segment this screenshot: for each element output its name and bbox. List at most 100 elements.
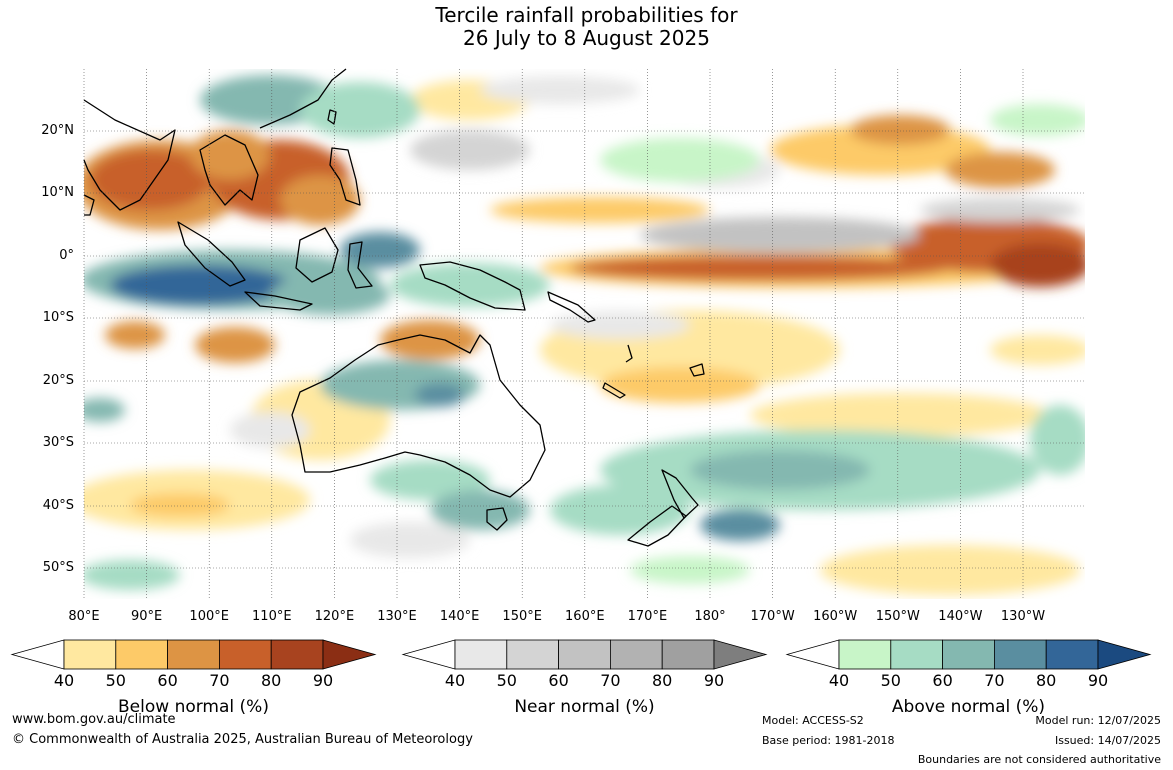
latitude-label: 10°S <box>42 310 74 325</box>
colorbar-tick-label: 90 <box>703 671 725 690</box>
colorbar-segment <box>454 639 508 670</box>
rainfall-probability-field <box>84 69 1085 599</box>
colorbar-high-cap <box>322 639 377 670</box>
sri-lanka-outline <box>83 194 95 216</box>
fiji-outline <box>689 363 705 377</box>
colorbar-low-cap <box>10 639 65 670</box>
vanuatu-outline <box>625 344 633 363</box>
colorbar-segment <box>270 639 324 670</box>
colorbar-tick-label: 40 <box>828 671 850 690</box>
base-period-text: Base period: 1981-2018 <box>762 734 895 747</box>
graticule <box>83 69 1085 599</box>
longitude-label: 140°E <box>439 609 480 624</box>
boundaries-note: Boundaries are not considered authoritat… <box>917 753 1161 766</box>
website-link[interactable]: www.bom.gov.au/climate <box>12 712 176 727</box>
colorbar-title: Near normal (%) <box>514 697 655 717</box>
colorbar-tick-label: 50 <box>105 671 126 690</box>
colorbar-segment <box>63 639 117 670</box>
colorbar-tick-label: 40 <box>53 671 75 690</box>
colorbar-segment <box>661 639 715 670</box>
colorbar-tick-label: 60 <box>548 671 569 690</box>
colorbar-tick-label: 80 <box>1036 671 1057 690</box>
issued-text: Issued: 14/07/2025 <box>1054 734 1161 747</box>
longitude-label: 130°W <box>1000 609 1046 624</box>
colorbar-low-cap <box>401 639 456 670</box>
new-zealand-north-outline <box>661 469 699 519</box>
colorbar-tick-label: 60 <box>932 671 953 690</box>
colorbar-segment <box>506 639 559 670</box>
longitude-label: 130°E <box>377 609 417 624</box>
australia-outline <box>291 334 546 498</box>
colorbar-segment <box>1045 639 1099 670</box>
longitude-label: 180° <box>694 609 726 624</box>
latitude-label: 0° <box>59 248 74 263</box>
colorbar-segment <box>218 639 272 670</box>
model-run-text: Model run: 12/07/2025 <box>1035 714 1161 727</box>
copyright-text: © Commonwealth of Australia 2025, Austra… <box>12 732 473 747</box>
longitude-label: 110°E <box>252 609 292 624</box>
probability-patches <box>84 75 1085 595</box>
colorbar-segment <box>167 639 220 670</box>
colorbar-tick-label: 50 <box>880 671 901 690</box>
borneo-outline <box>295 227 339 283</box>
latitude-label: 10°N <box>41 185 74 200</box>
colorbar-title: Above normal (%) <box>891 697 1046 717</box>
colorbar-segment <box>115 639 169 670</box>
colorbar-tick-label: 70 <box>984 671 1005 690</box>
colorbar-tick-label: 80 <box>261 671 282 690</box>
colorbar-segment <box>558 639 611 670</box>
map-title: Tercile rainfall probabilities for 26 Ju… <box>0 4 1173 50</box>
title-line-1: Tercile rainfall probabilities for <box>435 3 738 27</box>
colorbar-high-cap <box>713 639 768 670</box>
latitude-label: 50°S <box>42 560 74 575</box>
indochina-outline <box>199 134 259 206</box>
solomon-islands-outline <box>547 291 596 323</box>
colorbar-segment <box>610 639 663 670</box>
colorbar-tick-label: 50 <box>496 671 517 690</box>
taiwan-outline <box>327 109 337 125</box>
colorbar-tick-label: 40 <box>444 671 466 690</box>
longitude-label: 160°W <box>813 609 858 624</box>
longitude-label: 150°W <box>875 609 920 624</box>
colorbar-tick-label: 80 <box>652 671 673 690</box>
new-zealand-south-outline <box>627 505 687 547</box>
colorbar-segment <box>994 639 1047 670</box>
longitude-label: 100°E <box>189 609 229 624</box>
longitude-label: 140°W <box>938 609 983 624</box>
new-caledonia-outline <box>602 382 626 399</box>
latitude-label: 30°S <box>42 435 74 450</box>
longitude-label: 170°W <box>750 609 795 624</box>
tasmania-outline <box>486 507 508 531</box>
colorbar-segment <box>890 639 943 670</box>
colorbar-tick-label: 60 <box>157 671 178 690</box>
sulawesi-outline <box>347 241 373 289</box>
longitude-label: 150°E <box>502 609 542 624</box>
colorbar-segment <box>838 639 892 670</box>
longitude-label: 80°E <box>68 609 100 624</box>
colorbars <box>10 639 1152 670</box>
longitude-label: 120°E <box>314 609 355 624</box>
coastlines <box>83 68 705 547</box>
philippines-outline <box>329 147 361 206</box>
longitude-label: 160°E <box>565 609 605 624</box>
latitude-label: 20°N <box>41 123 74 138</box>
colorbar-high-cap <box>1097 639 1152 670</box>
colorbar-segment <box>942 639 995 670</box>
india-outline <box>83 99 176 211</box>
latitude-label: 40°S <box>42 498 74 513</box>
model-text: Model: ACCESS-S2 <box>762 714 864 727</box>
colorbar-tick-label: 90 <box>1087 671 1109 690</box>
longitude-label: 90°E <box>130 609 163 624</box>
new-guinea-outline <box>419 261 526 311</box>
longitude-label: 170°E <box>627 609 668 624</box>
colorbar-tick-label: 90 <box>312 671 334 690</box>
latitude-label: 20°S <box>42 373 74 388</box>
java-outline <box>244 291 313 311</box>
china-coast-outline <box>259 68 347 129</box>
colorbar-title: Below normal (%) <box>118 697 269 717</box>
sumatra-outline <box>177 221 246 287</box>
colorbar-tick-label: 70 <box>600 671 621 690</box>
colorbar-tick-label: 70 <box>209 671 230 690</box>
title-line-2: 26 July to 8 August 2025 <box>463 26 710 50</box>
